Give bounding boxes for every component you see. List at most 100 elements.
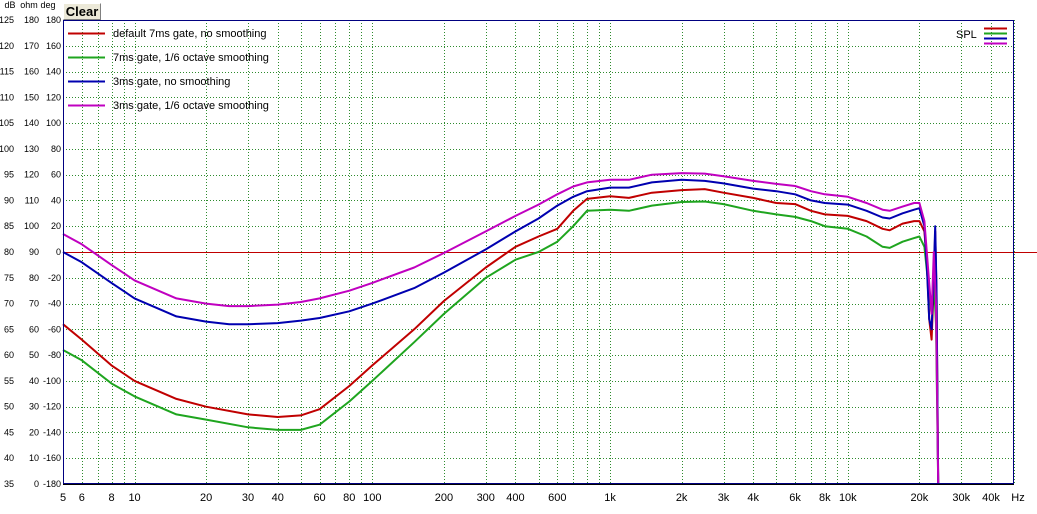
y-tick-deg-label: 20 (51, 221, 61, 231)
series-line-3 (62, 178, 940, 485)
y-tick-deg-label: -140 (43, 427, 61, 437)
y-tick-deg-label: 40 (51, 195, 61, 205)
y-tick-deg-label: -160 (43, 453, 61, 463)
y-tick-deg-label: 80 (51, 144, 61, 154)
x-tick-label: 400 (506, 492, 524, 504)
y-tick-deg-label: -80 (48, 350, 61, 360)
x-tick-label: 40 (272, 492, 284, 504)
y-tick-ohm-label: 90 (29, 247, 39, 257)
x-tick-label: 6 (79, 492, 85, 504)
y-tick-ohm-label: 20 (29, 427, 39, 437)
y-tick-db-label: 120 (0, 41, 14, 51)
y-tick-ohm-label: 60 (29, 324, 39, 334)
y-tick-deg-label: -100 (43, 376, 61, 386)
y-tick-db-label: 75 (4, 273, 14, 283)
legend-label-2: 7ms gate, 1/6 octave smoothing (113, 52, 269, 64)
x-tick-label: 6k (789, 492, 801, 504)
x-tick-label: 2k (676, 492, 688, 504)
axis-labels: dB ohm deg 125 180 180 120 170 160 115 160 140 110 15… (0, 0, 1025, 504)
x-tick-label: 30k (952, 492, 970, 504)
y-tick-db-label: 40 (4, 453, 14, 463)
series-line-1 (62, 188, 940, 485)
x-tick-label: 1k (604, 492, 616, 504)
y-tick-ohm-label: 100 (24, 221, 39, 231)
y-tick-db-label: 95 (4, 170, 14, 180)
legend-label-3: 3ms gate, no smoothing (113, 76, 230, 88)
x-tick-label: 20k (911, 492, 929, 504)
y-tick-deg-label: -20 (48, 273, 61, 283)
y-tick-ohm-label: 170 (24, 41, 39, 51)
x-tick-label: 5 (60, 492, 66, 504)
x-tick-label: 20 (200, 492, 212, 504)
y-tick-db-label: 70 (4, 299, 14, 309)
x-tick-label: 300 (477, 492, 495, 504)
y-tick-deg-label: -60 (48, 324, 61, 334)
y-tick-ohm-label: 30 (29, 402, 39, 412)
x-tick-label: 80 (343, 492, 355, 504)
y-tick-db-label: 90 (4, 195, 14, 205)
spl-label: SPL (956, 29, 977, 41)
series-line-2 (62, 200, 940, 485)
y-tick-db-label: 115 (0, 67, 14, 77)
x-tick-label: 10 (128, 492, 140, 504)
series-line-4 (62, 172, 940, 485)
y-tick-db-label: 125 (0, 15, 14, 25)
y-tick-ohm-label: 150 (24, 92, 39, 102)
x-tick-label: 60 (313, 492, 325, 504)
y-tick-deg-label: 0 (56, 247, 61, 257)
x-unit-label: Hz (1011, 492, 1024, 504)
y-tick-db-label: 105 (0, 118, 14, 128)
y-tick-db-label: 110 (0, 92, 14, 102)
y-tick-db-label: 85 (4, 221, 14, 231)
y-tick-db-label: 50 (4, 402, 14, 412)
y-tick-ohm-label: 50 (29, 350, 39, 360)
y-tick-deg-label: 160 (46, 41, 61, 51)
axis-unit-ohm: ohm (20, 0, 38, 10)
y-tick-ohm-label: 0 (34, 479, 39, 489)
y-tick-deg-label: -180 (43, 479, 61, 489)
y-tick-ohm-label: 10 (29, 453, 39, 463)
x-tick-label: 100 (363, 492, 381, 504)
y-tick-deg-label: -40 (48, 299, 61, 309)
x-tick-label: 3k (718, 492, 730, 504)
y-tick-ohm-label: 40 (29, 376, 39, 386)
plot-area-border (63, 20, 1014, 484)
axis-unit-dB: dB (4, 0, 15, 10)
y-tick-db-label: 60 (4, 350, 14, 360)
y-tick-ohm-label: 130 (24, 144, 39, 154)
y-tick-db-label: 35 (4, 479, 14, 489)
x-tick-label: 10k (839, 492, 857, 504)
x-tick-label: 600 (548, 492, 566, 504)
y-tick-db-label: 65 (4, 324, 14, 334)
y-tick-deg-label: 60 (51, 170, 61, 180)
y-tick-deg-label: 120 (46, 92, 61, 102)
plot-frame (63, 20, 1014, 485)
y-tick-db-label: 55 (4, 376, 14, 386)
legend: default 7ms gate, no smoothing 7ms gate, … (68, 27, 1007, 112)
legend-label-1: default 7ms gate, no smoothing (113, 28, 266, 40)
y-tick-db-label: 100 (0, 144, 14, 154)
y-tick-ohm-label: 70 (29, 299, 39, 309)
x-tick-label: 8k (819, 492, 831, 504)
y-tick-ohm-label: 120 (24, 170, 39, 180)
x-tick-label: 200 (435, 492, 453, 504)
y-tick-deg-label: 140 (46, 67, 61, 77)
y-tick-deg-label: 180 (46, 15, 61, 25)
axis-unit-deg: deg (40, 0, 55, 10)
y-tick-db-label: 45 (4, 427, 14, 437)
y-tick-deg-label: 100 (46, 118, 61, 128)
x-tick-label: 40k (982, 492, 1000, 504)
y-tick-deg-label: -120 (43, 402, 61, 412)
y-tick-ohm-label: 140 (24, 118, 39, 128)
x-tick-label: 30 (242, 492, 254, 504)
y-tick-db-label: 80 (4, 247, 14, 257)
y-tick-ohm-label: 110 (25, 195, 39, 205)
y-tick-ohm-label: 80 (29, 273, 39, 283)
clear-button[interactable]: Clear (63, 3, 101, 20)
x-tick-label: 4k (747, 492, 759, 504)
legend-label-4: 3ms gate, 1/6 octave smoothing (113, 100, 269, 112)
y-tick-ohm-label: 180 (24, 15, 39, 25)
series-layer (62, 172, 940, 485)
x-tick-label: 8 (108, 492, 114, 504)
